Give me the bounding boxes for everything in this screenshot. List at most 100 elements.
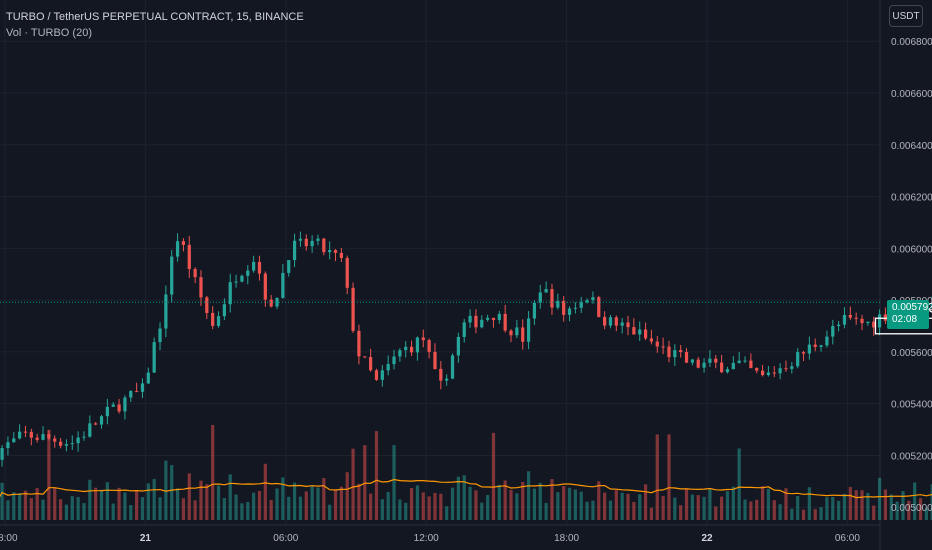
price-tick-label: 0.006600 (891, 89, 932, 100)
candle-body (491, 317, 496, 321)
candle-body (386, 364, 390, 371)
volume-bar (889, 494, 893, 520)
volume-bar (643, 484, 648, 520)
volume-bar (649, 507, 654, 520)
time-tick-label: 12:00 (414, 533, 439, 544)
candle-body (526, 318, 531, 342)
candlesticks (0, 231, 932, 467)
candle-body (135, 391, 139, 393)
time-axis[interactable]: 18:002106:0012:0018:002206:0012:0018:002… (0, 533, 932, 544)
volume-bar (58, 499, 63, 520)
volume-bar (620, 492, 624, 520)
candle-body (345, 258, 349, 288)
candle-body (720, 362, 724, 373)
candle-body (521, 327, 525, 342)
volume-bar (281, 477, 285, 520)
candle-body (462, 322, 466, 337)
volume-bar (164, 460, 168, 520)
volume-bar (813, 509, 817, 520)
volume-bar (690, 494, 694, 520)
volume-bar (105, 482, 109, 520)
symbol-title[interactable]: TURBO / TetherUS PERPETUAL CONTRACT, 15,… (6, 11, 304, 23)
candle-body (667, 346, 671, 358)
volume-bar (298, 496, 303, 520)
candle-body (123, 397, 127, 412)
candle-body (181, 241, 186, 245)
volume-bar (573, 489, 577, 520)
volume-bar (720, 496, 724, 520)
volume-bar (41, 499, 45, 520)
candle-body (415, 337, 420, 353)
volume-bar (322, 478, 326, 520)
volume-bar (918, 498, 923, 520)
volume-bar (503, 480, 507, 520)
volume-bar (790, 508, 794, 520)
volume-bar (515, 493, 519, 520)
volume-bar (486, 495, 490, 520)
candle-body (47, 434, 51, 439)
candle-body (673, 350, 677, 358)
volume-bar (76, 496, 80, 520)
candle-body (866, 321, 870, 324)
last-price-value: 0.005792 (892, 302, 932, 313)
candle-body (679, 350, 683, 352)
volume-bar (35, 488, 39, 520)
candle-body (714, 358, 718, 363)
volume-bar (310, 486, 314, 520)
volume-bar (135, 490, 139, 520)
volume-bar (860, 490, 864, 520)
candle-body (257, 261, 262, 274)
volume-bar (608, 500, 613, 520)
candle-body (930, 302, 932, 309)
volume-bar (696, 495, 700, 520)
volume-bar (837, 500, 841, 520)
volume-bar (872, 505, 876, 520)
candle-body (626, 322, 630, 328)
candle-body (796, 352, 800, 367)
volume-bar (398, 499, 402, 520)
volume-bar (544, 502, 548, 520)
volume-bar (386, 491, 390, 520)
volume-bar (673, 497, 677, 520)
candle-body (778, 368, 782, 374)
candle-body (813, 344, 817, 347)
volume-bar (18, 493, 22, 520)
candle-body (0, 448, 4, 460)
time-tick-label: 06:00 (835, 533, 860, 544)
price-tick-label: 0.005000 (891, 503, 932, 514)
candle-body (790, 366, 794, 369)
drawing-annotations[interactable] (874, 8, 932, 339)
volume-bar (123, 492, 127, 520)
candle-body (620, 322, 624, 326)
volume-bars (0, 425, 932, 520)
volume-bar (632, 501, 636, 520)
rectangle-drawing[interactable] (874, 317, 932, 335)
candle-body (433, 351, 437, 369)
volume-bar (591, 500, 595, 520)
volume-bar (521, 481, 525, 520)
price-axis[interactable]: 0.006800 0.006600 0.006400 0.006200 0.006000… (891, 37, 932, 514)
volume-bar (269, 499, 273, 520)
time-tick-label: 06:00 (273, 533, 298, 544)
volume-bar (468, 486, 472, 520)
volume-bar (275, 488, 279, 520)
candle-body (205, 297, 209, 313)
candle-body (292, 240, 297, 261)
volume-bar (848, 486, 852, 520)
volume-bar (456, 476, 460, 520)
bar-countdown: 02:08 (892, 314, 918, 325)
volume-bar (907, 500, 911, 520)
volume-bar (760, 486, 765, 520)
candle-body (228, 282, 232, 305)
candle-body (170, 256, 174, 295)
candle-body (503, 313, 507, 331)
candle-body (187, 244, 191, 270)
volume-indicator-label[interactable]: Vol · TURBO (20) (6, 27, 92, 39)
volume-bar (702, 496, 706, 520)
candle-body (725, 369, 730, 373)
currency-selector[interactable]: USDT (889, 5, 923, 27)
candle-body (374, 370, 379, 380)
volume-bar (532, 488, 537, 520)
volume-bar (140, 497, 145, 520)
